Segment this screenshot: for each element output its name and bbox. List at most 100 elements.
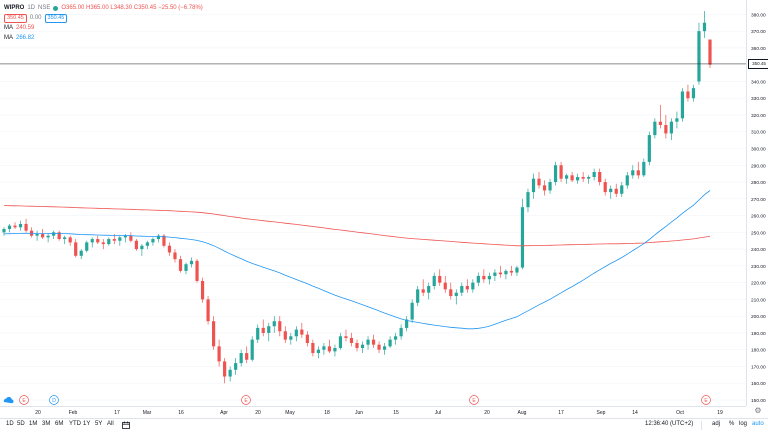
legend-ma1-row[interactable]: MA 240.59 [4,23,203,33]
price-axis[interactable]: 380.00 370.00 360.00 340.00 330.00 320.00 310.… [746,0,768,406]
candle[interactable] [427,282,431,300]
candle[interactable] [504,269,508,280]
candle[interactable] [449,282,453,300]
candle[interactable] [564,173,569,184]
candle[interactable] [394,332,398,345]
candle[interactable] [548,178,552,194]
candle[interactable] [349,332,354,347]
candle[interactable] [438,269,442,286]
candle[interactable] [587,175,591,184]
candle[interactable] [278,316,282,337]
candle[interactable] [432,272,436,290]
candle[interactable] [360,341,365,354]
candle[interactable] [107,237,111,246]
candle[interactable] [526,188,530,213]
candle[interactable] [200,277,205,303]
range-button-1y[interactable]: 1Y [83,421,91,427]
candle[interactable] [305,331,309,347]
candle[interactable] [41,228,45,240]
candle[interactable] [570,171,574,183]
candle[interactable] [316,346,320,359]
candle[interactable] [189,257,194,268]
candle[interactable] [217,339,221,367]
candle[interactable] [647,131,651,166]
candle[interactable] [498,265,503,278]
range-button-ytd[interactable]: YTD [69,421,81,427]
candle[interactable] [322,342,326,355]
candle[interactable] [388,336,392,349]
candle[interactable] [636,161,640,179]
candle[interactable] [63,235,67,245]
candle[interactable] [377,341,381,354]
candle[interactable] [653,118,657,139]
candle[interactable] [421,279,425,297]
event-marker[interactable]: E [701,395,711,405]
range-button-3m[interactable]: 3M [42,421,51,427]
candle[interactable] [85,240,89,253]
candle[interactable] [691,84,696,102]
candle[interactable] [355,339,359,352]
candle[interactable] [52,230,56,240]
time-axis[interactable]: 20 Feb 17 Mar 16 Apr 20 May 18 Jun 15 Jul 20 Aug 17 Sep… [0,406,746,418]
candle[interactable] [487,272,491,285]
candle[interactable] [509,265,514,276]
candle[interactable] [631,165,635,179]
candle[interactable] [156,234,161,243]
candle[interactable] [382,342,387,355]
candle[interactable] [664,114,668,139]
candle[interactable] [79,249,83,260]
candle[interactable] [184,262,188,275]
candle[interactable] [520,198,525,270]
clock-time[interactable]: 12:36:40 (UTC+2) [645,421,694,427]
candle[interactable] [228,366,232,382]
candle[interactable] [327,339,332,354]
candle[interactable] [697,22,701,85]
candle[interactable] [261,319,265,337]
candle[interactable] [410,299,414,323]
candle[interactable] [680,88,685,122]
candle[interactable] [46,234,50,243]
candle[interactable] [151,237,155,246]
candle[interactable] [35,230,39,241]
candle[interactable] [57,230,61,241]
candle[interactable] [515,265,519,276]
ma-line-red[interactable] [3,205,711,247]
candle[interactable] [195,259,199,283]
candle[interactable] [162,234,166,248]
candle[interactable] [642,158,646,178]
candle[interactable] [250,336,254,362]
candle[interactable] [669,118,673,141]
range-button-1d[interactable]: 1D [6,421,14,427]
candle[interactable] [283,326,287,343]
scale-option-log[interactable]: log [739,421,748,427]
candle[interactable] [465,279,469,293]
candle[interactable] [537,171,541,189]
candle[interactable] [460,282,464,297]
candle[interactable] [603,178,607,196]
candle[interactable] [553,161,558,186]
candle[interactable] [134,239,138,251]
candle[interactable] [96,235,100,245]
candle[interactable] [178,255,183,273]
symbol-label[interactable]: WIPRO [4,5,25,11]
candle[interactable] [140,244,144,256]
candle[interactable] [476,272,480,286]
interval-label[interactable]: 1D [27,5,36,11]
candle[interactable] [90,237,94,248]
candle[interactable] [267,322,271,342]
candle[interactable] [68,235,72,246]
candle[interactable] [211,316,216,350]
candle[interactable] [101,239,105,250]
candle[interactable] [405,316,409,332]
candle[interactable] [493,269,497,281]
candle[interactable] [614,183,618,198]
candle[interactable] [300,322,304,338]
event-marker[interactable]: E [19,395,29,405]
calendar-icon[interactable] [122,421,130,431]
candle[interactable] [74,239,78,258]
event-marker[interactable]: E [241,395,251,405]
candle[interactable] [223,358,227,384]
candle[interactable] [371,334,376,349]
candle[interactable] [675,111,679,129]
event-marker[interactable]: D [49,395,59,405]
